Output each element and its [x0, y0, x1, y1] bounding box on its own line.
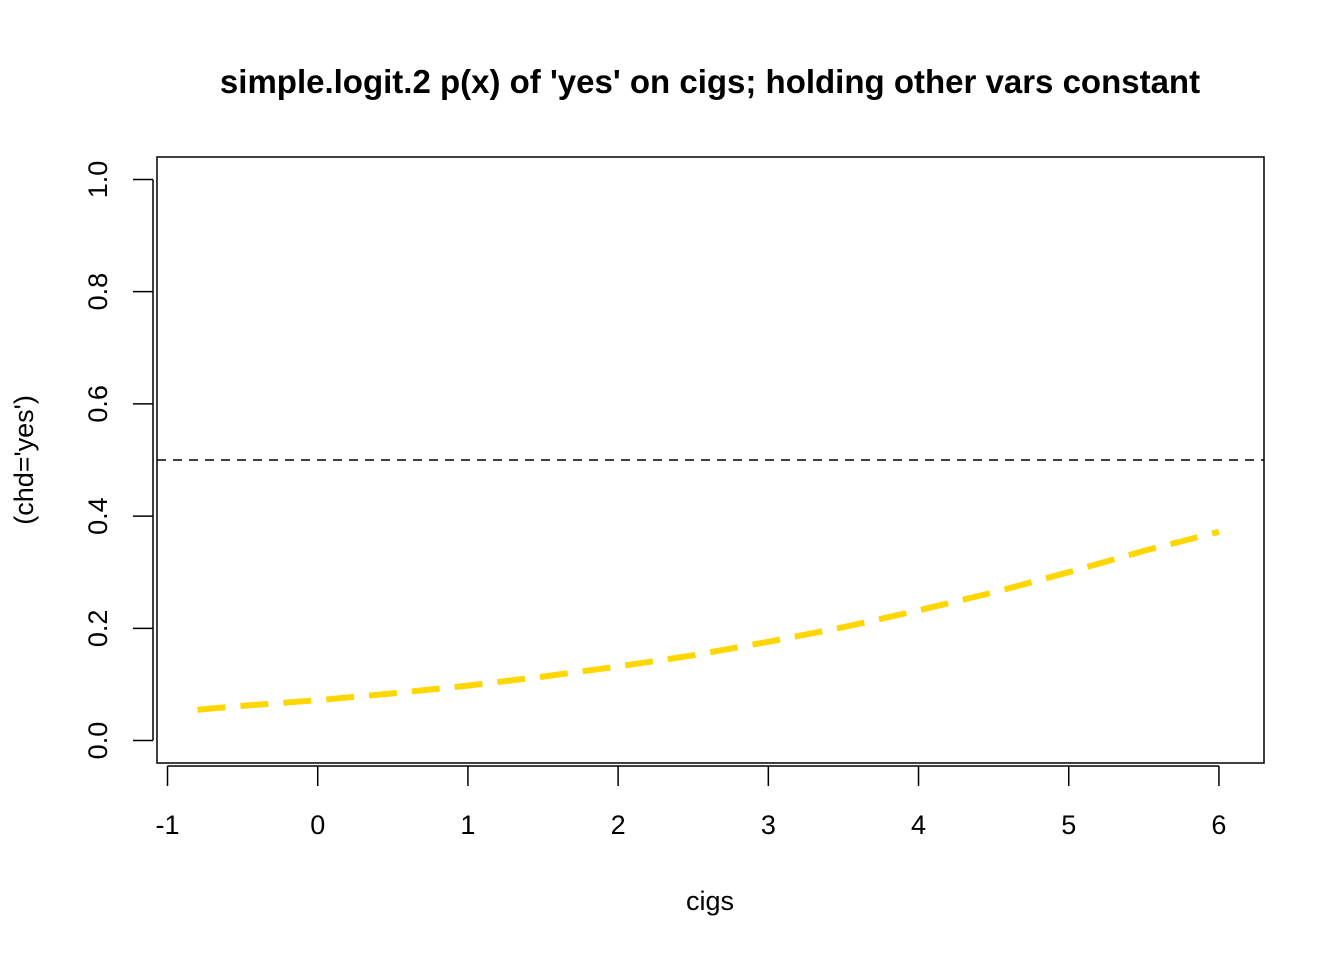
x-axis-label: cigs — [686, 886, 734, 916]
x-tick-label: -1 — [156, 810, 180, 840]
x-tick-label: 0 — [310, 810, 325, 840]
series-layer — [197, 528, 1220, 713]
y-tick-label: 0.2 — [83, 610, 113, 648]
x-tick-label: 6 — [1211, 810, 1226, 840]
y-axis: 0.0 0.2 0.4 0.6 0.8 1.0 — [83, 161, 154, 760]
x-tick-label: 5 — [1061, 810, 1076, 840]
x-tick-label: 2 — [611, 810, 626, 840]
x-tick-label: 3 — [761, 810, 776, 840]
y-tick-label: 0.6 — [83, 385, 113, 423]
y-tick-label: 0.8 — [83, 273, 113, 311]
y-axis-label: (chd='yes') — [9, 395, 39, 525]
x-tick-label: 1 — [460, 810, 475, 840]
x-axis: -1 0 1 2 3 4 5 6 — [156, 765, 1226, 840]
series-line-0 — [197, 528, 1220, 713]
y-tick-label: 0.4 — [83, 497, 113, 535]
chart-title: simple.logit.2 p(x) of 'yes' on cigs; ho… — [220, 63, 1200, 100]
y-tick-label: 0.0 — [83, 722, 113, 760]
x-tick-label: 4 — [911, 810, 926, 840]
y-tick-label: 1.0 — [83, 161, 113, 199]
